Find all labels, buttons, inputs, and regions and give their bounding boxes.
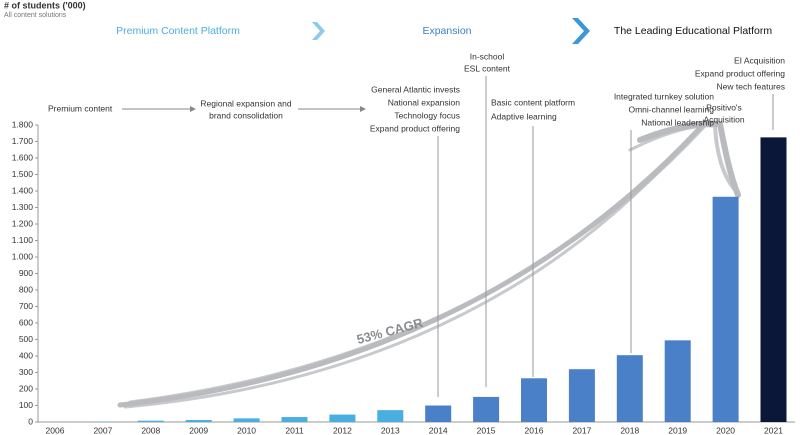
- cagr-swoosh: [117, 120, 741, 409]
- y-tick-label: 1.600: [12, 152, 34, 162]
- annotation: Basic content platform: [491, 97, 575, 107]
- bar: [473, 396, 500, 422]
- y-tick-label: 100: [19, 400, 33, 410]
- y-tick-label: 0: [28, 416, 33, 426]
- annotation: Expand product offering: [370, 123, 460, 133]
- annotation: EI Acquisition: [734, 55, 785, 65]
- annotation: General Atlantic invests: [371, 84, 460, 94]
- bar: [760, 137, 787, 422]
- bar: [568, 369, 595, 422]
- y-axis-label: # of students ('000): [4, 0, 86, 10]
- annotation: Regional expansion and: [200, 98, 291, 108]
- annotation: In-school: [470, 51, 505, 61]
- annotation: National expansion: [388, 97, 461, 107]
- annotation: Integrated turnkey solution: [614, 91, 714, 101]
- bar: [377, 410, 404, 422]
- x-tick-label: 2009: [189, 425, 208, 435]
- y-tick-label: 300: [19, 367, 33, 377]
- x-tick-label: 2010: [237, 425, 256, 435]
- chevron: [312, 22, 325, 40]
- bar: [233, 418, 260, 422]
- y-tick-label: 400: [19, 350, 33, 360]
- phase-label: Premium Content Platform: [116, 25, 240, 37]
- phase-label: Expansion: [422, 25, 471, 37]
- annotation: New tech features: [716, 81, 785, 91]
- x-tick-label: 2011: [285, 425, 304, 435]
- annotation: Positivo's: [706, 102, 742, 112]
- x-tick-label: 2008: [141, 425, 160, 435]
- x-tick-label: 2019: [668, 425, 687, 435]
- bar: [281, 417, 308, 422]
- bar: [185, 420, 212, 422]
- annotation: Omni-channel learning: [628, 104, 714, 114]
- annotation: Premium content: [48, 103, 113, 113]
- x-tick-label: 2021: [764, 425, 783, 435]
- y-tick-label: 1.700: [12, 136, 34, 146]
- y-tick-label: 800: [19, 284, 33, 294]
- x-tick-label: 2016: [525, 425, 544, 435]
- y-tick-label: 1.500: [12, 169, 34, 179]
- subtitle: All content solutions: [4, 12, 67, 19]
- annotation: brand consolidation: [209, 110, 283, 120]
- x-tick-label: 2015: [477, 425, 496, 435]
- phase-label: The Leading Educational Platform: [614, 25, 772, 37]
- annotation: ESL content: [464, 63, 511, 73]
- y-tick-label: 200: [19, 383, 33, 393]
- bar: [329, 414, 356, 422]
- bar: [425, 405, 452, 422]
- x-tick-label: 2020: [716, 425, 735, 435]
- annotation: Adaptive learning: [491, 111, 557, 121]
- x-tick-label: 2007: [93, 425, 112, 435]
- cagr-label: 53% CAGR: [355, 315, 425, 347]
- x-tick-label: 2018: [620, 425, 639, 435]
- annotation: Expand product offering: [695, 68, 785, 78]
- y-tick-label: 1.000: [12, 251, 34, 261]
- bar: [664, 340, 691, 422]
- bar: [137, 420, 164, 422]
- y-tick-label: 1.300: [12, 202, 34, 212]
- bar: [521, 378, 547, 422]
- x-tick-label: 2013: [381, 425, 400, 435]
- y-tick-label: 500: [19, 334, 33, 344]
- arrows: [122, 106, 366, 112]
- annotation: Acquisition: [703, 114, 744, 124]
- y-tick-label: 1.800: [12, 119, 34, 129]
- y-tick-label: 1.200: [12, 218, 34, 228]
- bar: [712, 196, 739, 422]
- y-tick-label: 1.400: [12, 185, 34, 195]
- y-tick-label: 900: [19, 268, 33, 278]
- leader-lines: [437, 76, 774, 397]
- bar: [616, 355, 643, 422]
- annotation: National leadership: [641, 117, 714, 127]
- x-tick-label: 2014: [429, 425, 448, 435]
- y-tick-label: 700: [19, 301, 33, 311]
- y-tick-label: 600: [19, 317, 33, 327]
- x-tick-label: 2017: [572, 425, 591, 435]
- x-tick-label: 2006: [46, 425, 65, 435]
- chevron: [572, 18, 590, 44]
- annotation: Technology focus: [394, 110, 460, 120]
- y-tick-label: 1.100: [12, 235, 34, 245]
- x-tick-label: 2012: [333, 425, 352, 435]
